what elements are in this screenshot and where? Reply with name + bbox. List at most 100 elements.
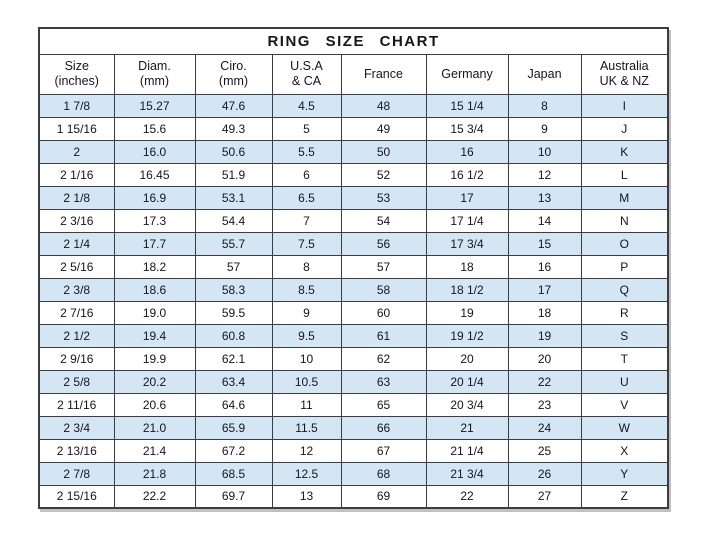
cell-france: 58: [340, 277, 427, 302]
cell-size-inches: 2 1/4: [38, 231, 115, 256]
cell-japan: 12: [507, 162, 582, 187]
cell-japan: 25: [507, 438, 582, 463]
cell-ciro-mm: 60.8: [194, 323, 273, 348]
cell-ciro-mm: 62.1: [194, 346, 273, 371]
cell-ciro-mm: 55.7: [194, 231, 273, 256]
cell-diam-mm: 19.4: [113, 323, 196, 348]
cell-australia-uk-nz: I: [580, 93, 669, 118]
cell-ciro-mm: 64.6: [194, 392, 273, 417]
cell-ciro-mm: 63.4: [194, 369, 273, 394]
cell-usa-ca: 6: [271, 162, 342, 187]
cell-germany: 20: [425, 346, 509, 371]
cell-size-inches: 2 1/8: [38, 185, 115, 210]
cell-diam-mm: 21.8: [113, 461, 196, 486]
cell-usa-ca: 8: [271, 254, 342, 279]
cell-ciro-mm: 49.3: [194, 116, 273, 141]
cell-diam-mm: 21.0: [113, 415, 196, 440]
cell-germany: 21 3/4: [425, 461, 509, 486]
cell-australia-uk-nz: S: [580, 323, 669, 348]
cell-france: 56: [340, 231, 427, 256]
cell-australia-uk-nz: R: [580, 300, 669, 325]
table-row: 2 16.0 50.6 5.5 50 16 10 K: [38, 139, 669, 164]
table-body: 1 7/8 15.27 47.6 4.5 48 15 1/4 8 I 1 15/16 15.6 49…: [38, 93, 669, 509]
cell-size-inches: 2 5/8: [38, 369, 115, 394]
cell-australia-uk-nz: N: [580, 208, 669, 233]
cell-australia-uk-nz: X: [580, 438, 669, 463]
cell-france: 52: [340, 162, 427, 187]
cell-germany: 15 3/4: [425, 116, 509, 141]
column-header-ciro-mm: Ciro. (mm): [194, 53, 273, 95]
cell-japan: 14: [507, 208, 582, 233]
cell-france: 66: [340, 415, 427, 440]
cell-france: 69: [340, 484, 427, 509]
cell-japan: 19: [507, 323, 582, 348]
cell-ciro-mm: 53.1: [194, 185, 273, 210]
cell-japan: 26: [507, 461, 582, 486]
cell-usa-ca: 11.5: [271, 415, 342, 440]
cell-france: 61: [340, 323, 427, 348]
table-row: 2 5/16 18.2 57 8 57 18 16 P: [38, 254, 669, 279]
column-header-size-inches: Size (inches): [38, 53, 115, 95]
cell-australia-uk-nz: O: [580, 231, 669, 256]
cell-diam-mm: 18.6: [113, 277, 196, 302]
cell-germany: 21 1/4: [425, 438, 509, 463]
cell-usa-ca: 10: [271, 346, 342, 371]
cell-australia-uk-nz: T: [580, 346, 669, 371]
column-header-usa-ca: U.S.A & CA: [271, 53, 342, 95]
cell-size-inches: 2 3/8: [38, 277, 115, 302]
cell-usa-ca: 4.5: [271, 93, 342, 118]
cell-size-inches: 2 3/4: [38, 415, 115, 440]
column-header-japan: Japan: [507, 53, 582, 95]
cell-ciro-mm: 68.5: [194, 461, 273, 486]
cell-japan: 23: [507, 392, 582, 417]
cell-usa-ca: 13: [271, 484, 342, 509]
cell-japan: 27: [507, 484, 582, 509]
cell-diam-mm: 20.6: [113, 392, 196, 417]
table-row: 2 9/16 19.9 62.1 10 62 20 20 T: [38, 346, 669, 371]
cell-france: 48: [340, 93, 427, 118]
cell-australia-uk-nz: Z: [580, 484, 669, 509]
cell-germany: 18 1/2: [425, 277, 509, 302]
cell-diam-mm: 17.7: [113, 231, 196, 256]
cell-australia-uk-nz: J: [580, 116, 669, 141]
table-row: 1 15/16 15.6 49.3 5 49 15 3/4 9 J: [38, 116, 669, 141]
cell-australia-uk-nz: V: [580, 392, 669, 417]
cell-japan: 13: [507, 185, 582, 210]
cell-japan: 9: [507, 116, 582, 141]
cell-australia-uk-nz: L: [580, 162, 669, 187]
table-row: 2 1/8 16.9 53.1 6.5 53 17 13 M: [38, 185, 669, 210]
cell-ciro-mm: 47.6: [194, 93, 273, 118]
cell-japan: 16: [507, 254, 582, 279]
table-row: 2 11/16 20.6 64.6 11 65 20 3/4 23 V: [38, 392, 669, 417]
column-header-diam-mm: Diam. (mm): [113, 53, 196, 95]
cell-size-inches: 2 3/16: [38, 208, 115, 233]
cell-usa-ca: 11: [271, 392, 342, 417]
cell-japan: 10: [507, 139, 582, 164]
cell-usa-ca: 12.5: [271, 461, 342, 486]
cell-diam-mm: 16.0: [113, 139, 196, 164]
cell-germany: 19 1/2: [425, 323, 509, 348]
table-row: 2 7/16 19.0 59.5 9 60 19 18 R: [38, 300, 669, 325]
cell-size-inches: 2 7/16: [38, 300, 115, 325]
cell-ciro-mm: 58.3: [194, 277, 273, 302]
cell-size-inches: 2 13/16: [38, 438, 115, 463]
cell-germany: 17 3/4: [425, 231, 509, 256]
table-row: 2 3/4 21.0 65.9 11.5 66 21 24 W: [38, 415, 669, 440]
cell-japan: 20: [507, 346, 582, 371]
cell-germany: 17: [425, 185, 509, 210]
cell-diam-mm: 15.27: [113, 93, 196, 118]
cell-diam-mm: 19.0: [113, 300, 196, 325]
cell-usa-ca: 6.5: [271, 185, 342, 210]
cell-diam-mm: 16.9: [113, 185, 196, 210]
cell-size-inches: 2 9/16: [38, 346, 115, 371]
cell-germany: 16: [425, 139, 509, 164]
cell-usa-ca: 9: [271, 300, 342, 325]
cell-size-inches: 2 15/16: [38, 484, 115, 509]
cell-australia-uk-nz: U: [580, 369, 669, 394]
table-row: 2 1/16 16.45 51.9 6 52 16 1/2 12 L: [38, 162, 669, 187]
table-row: 2 7/8 21.8 68.5 12.5 68 21 3/4 26 Y: [38, 461, 669, 486]
cell-france: 49: [340, 116, 427, 141]
cell-diam-mm: 15.6: [113, 116, 196, 141]
cell-japan: 22: [507, 369, 582, 394]
cell-germany: 20 3/4: [425, 392, 509, 417]
